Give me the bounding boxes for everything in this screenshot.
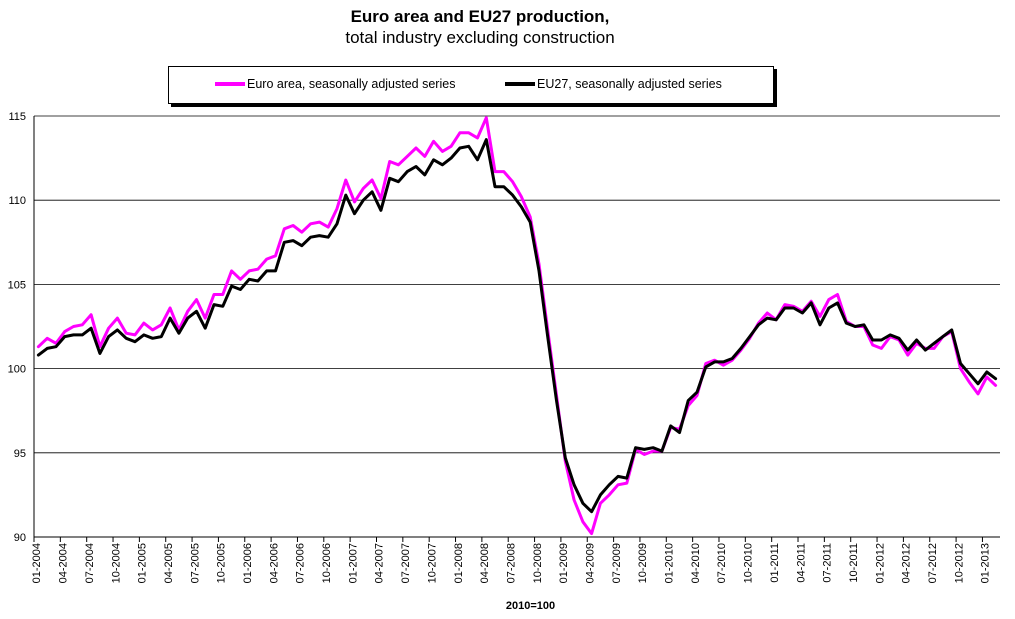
x-tick-label-01-2004: 01-2004 xyxy=(31,543,43,583)
y-tick-label-90: 90 xyxy=(14,532,26,544)
x-tick-label-07-2010: 07-2010 xyxy=(716,543,728,583)
legend-swatch-eu27 xyxy=(505,82,535,86)
x-tick-label-04-2006: 04-2006 xyxy=(268,543,280,583)
y-tick-label-95: 95 xyxy=(14,448,26,460)
x-tick-label-01-2009: 01-2009 xyxy=(558,543,570,583)
x-tick-label-04-2007: 04-2007 xyxy=(374,543,386,583)
x-tick-label-01-2007: 01-2007 xyxy=(347,543,359,583)
x-tick-label-07-2012: 07-2012 xyxy=(927,543,939,583)
x-tick-label-10-2006: 10-2006 xyxy=(321,543,333,583)
legend-item-euro-area: Euro area, seasonally adjusted series xyxy=(215,77,455,91)
x-tick-label-01-2013: 01-2013 xyxy=(980,543,992,583)
chart-subtitle: total industry excluding construction xyxy=(345,28,615,47)
y-tick-label-110: 110 xyxy=(8,195,26,207)
series-line-euro-area xyxy=(36,116,998,536)
x-axis-title: 2010=100 xyxy=(505,600,556,612)
series-line-eu27 xyxy=(36,138,998,514)
legend-label-euro-area: Euro area, seasonally adjusted series xyxy=(247,77,456,91)
x-tick-label-01-2010: 01-2010 xyxy=(664,543,676,583)
x-tick-label-10-2012: 10-2012 xyxy=(953,543,965,583)
x-tick-label-10-2005: 10-2005 xyxy=(216,543,228,583)
x-tick-label-04-2009: 04-2009 xyxy=(584,543,596,583)
x-tick-label-07-2008: 07-2008 xyxy=(505,543,517,583)
x-tick-label-04-2012: 04-2012 xyxy=(901,543,913,583)
x-tick-label-04-2010: 04-2010 xyxy=(690,543,702,583)
y-tick-label-115: 115 xyxy=(8,111,26,123)
x-tick-label-10-2008: 10-2008 xyxy=(532,543,544,583)
x-tick-label-07-2005: 07-2005 xyxy=(189,543,201,583)
y-tick-label-100: 100 xyxy=(8,364,26,376)
x-tick-label-01-2005: 01-2005 xyxy=(137,543,149,583)
x-tick-label-04-2005: 04-2005 xyxy=(163,543,175,583)
x-tick-label-07-2011: 07-2011 xyxy=(822,543,834,583)
y-tick-label-105: 105 xyxy=(8,279,26,291)
x-tick-label-01-2012: 01-2012 xyxy=(874,543,886,583)
x-tick-label-07-2009: 07-2009 xyxy=(611,543,623,583)
x-tick-label-10-2009: 10-2009 xyxy=(637,543,649,583)
x-tick-label-07-2007: 07-2007 xyxy=(400,543,412,583)
legend-swatch-euro-area xyxy=(215,82,245,86)
x-tick-label-01-2006: 01-2006 xyxy=(242,543,254,583)
x-tick-label-07-2006: 07-2006 xyxy=(295,543,307,583)
x-tick-label-01-2008: 01-2008 xyxy=(453,543,465,583)
x-tick-label-10-2004: 10-2004 xyxy=(110,543,122,583)
chart-legend: Euro area, seasonally adjusted series EU… xyxy=(168,66,774,104)
x-tick-label-01-2011: 01-2011 xyxy=(769,543,781,583)
x-tick-label-04-2008: 04-2008 xyxy=(479,543,491,583)
legend-item-eu27: EU27, seasonally adjusted series xyxy=(505,77,722,91)
x-tick-label-07-2004: 07-2004 xyxy=(84,543,96,583)
x-tick-label-10-2011: 10-2011 xyxy=(848,543,860,583)
x-tick-label-04-2004: 04-2004 xyxy=(58,543,70,583)
x-tick-label-04-2011: 04-2011 xyxy=(795,543,807,583)
legend-label-eu27: EU27, seasonally adjusted series xyxy=(537,77,722,91)
x-tick-label-10-2010: 10-2010 xyxy=(743,543,755,583)
chart-title-block: Euro area and EU27 production, total ind… xyxy=(0,6,960,48)
x-tick-label-10-2007: 10-2007 xyxy=(426,543,438,583)
chart-title: Euro area and EU27 production, xyxy=(350,7,610,26)
